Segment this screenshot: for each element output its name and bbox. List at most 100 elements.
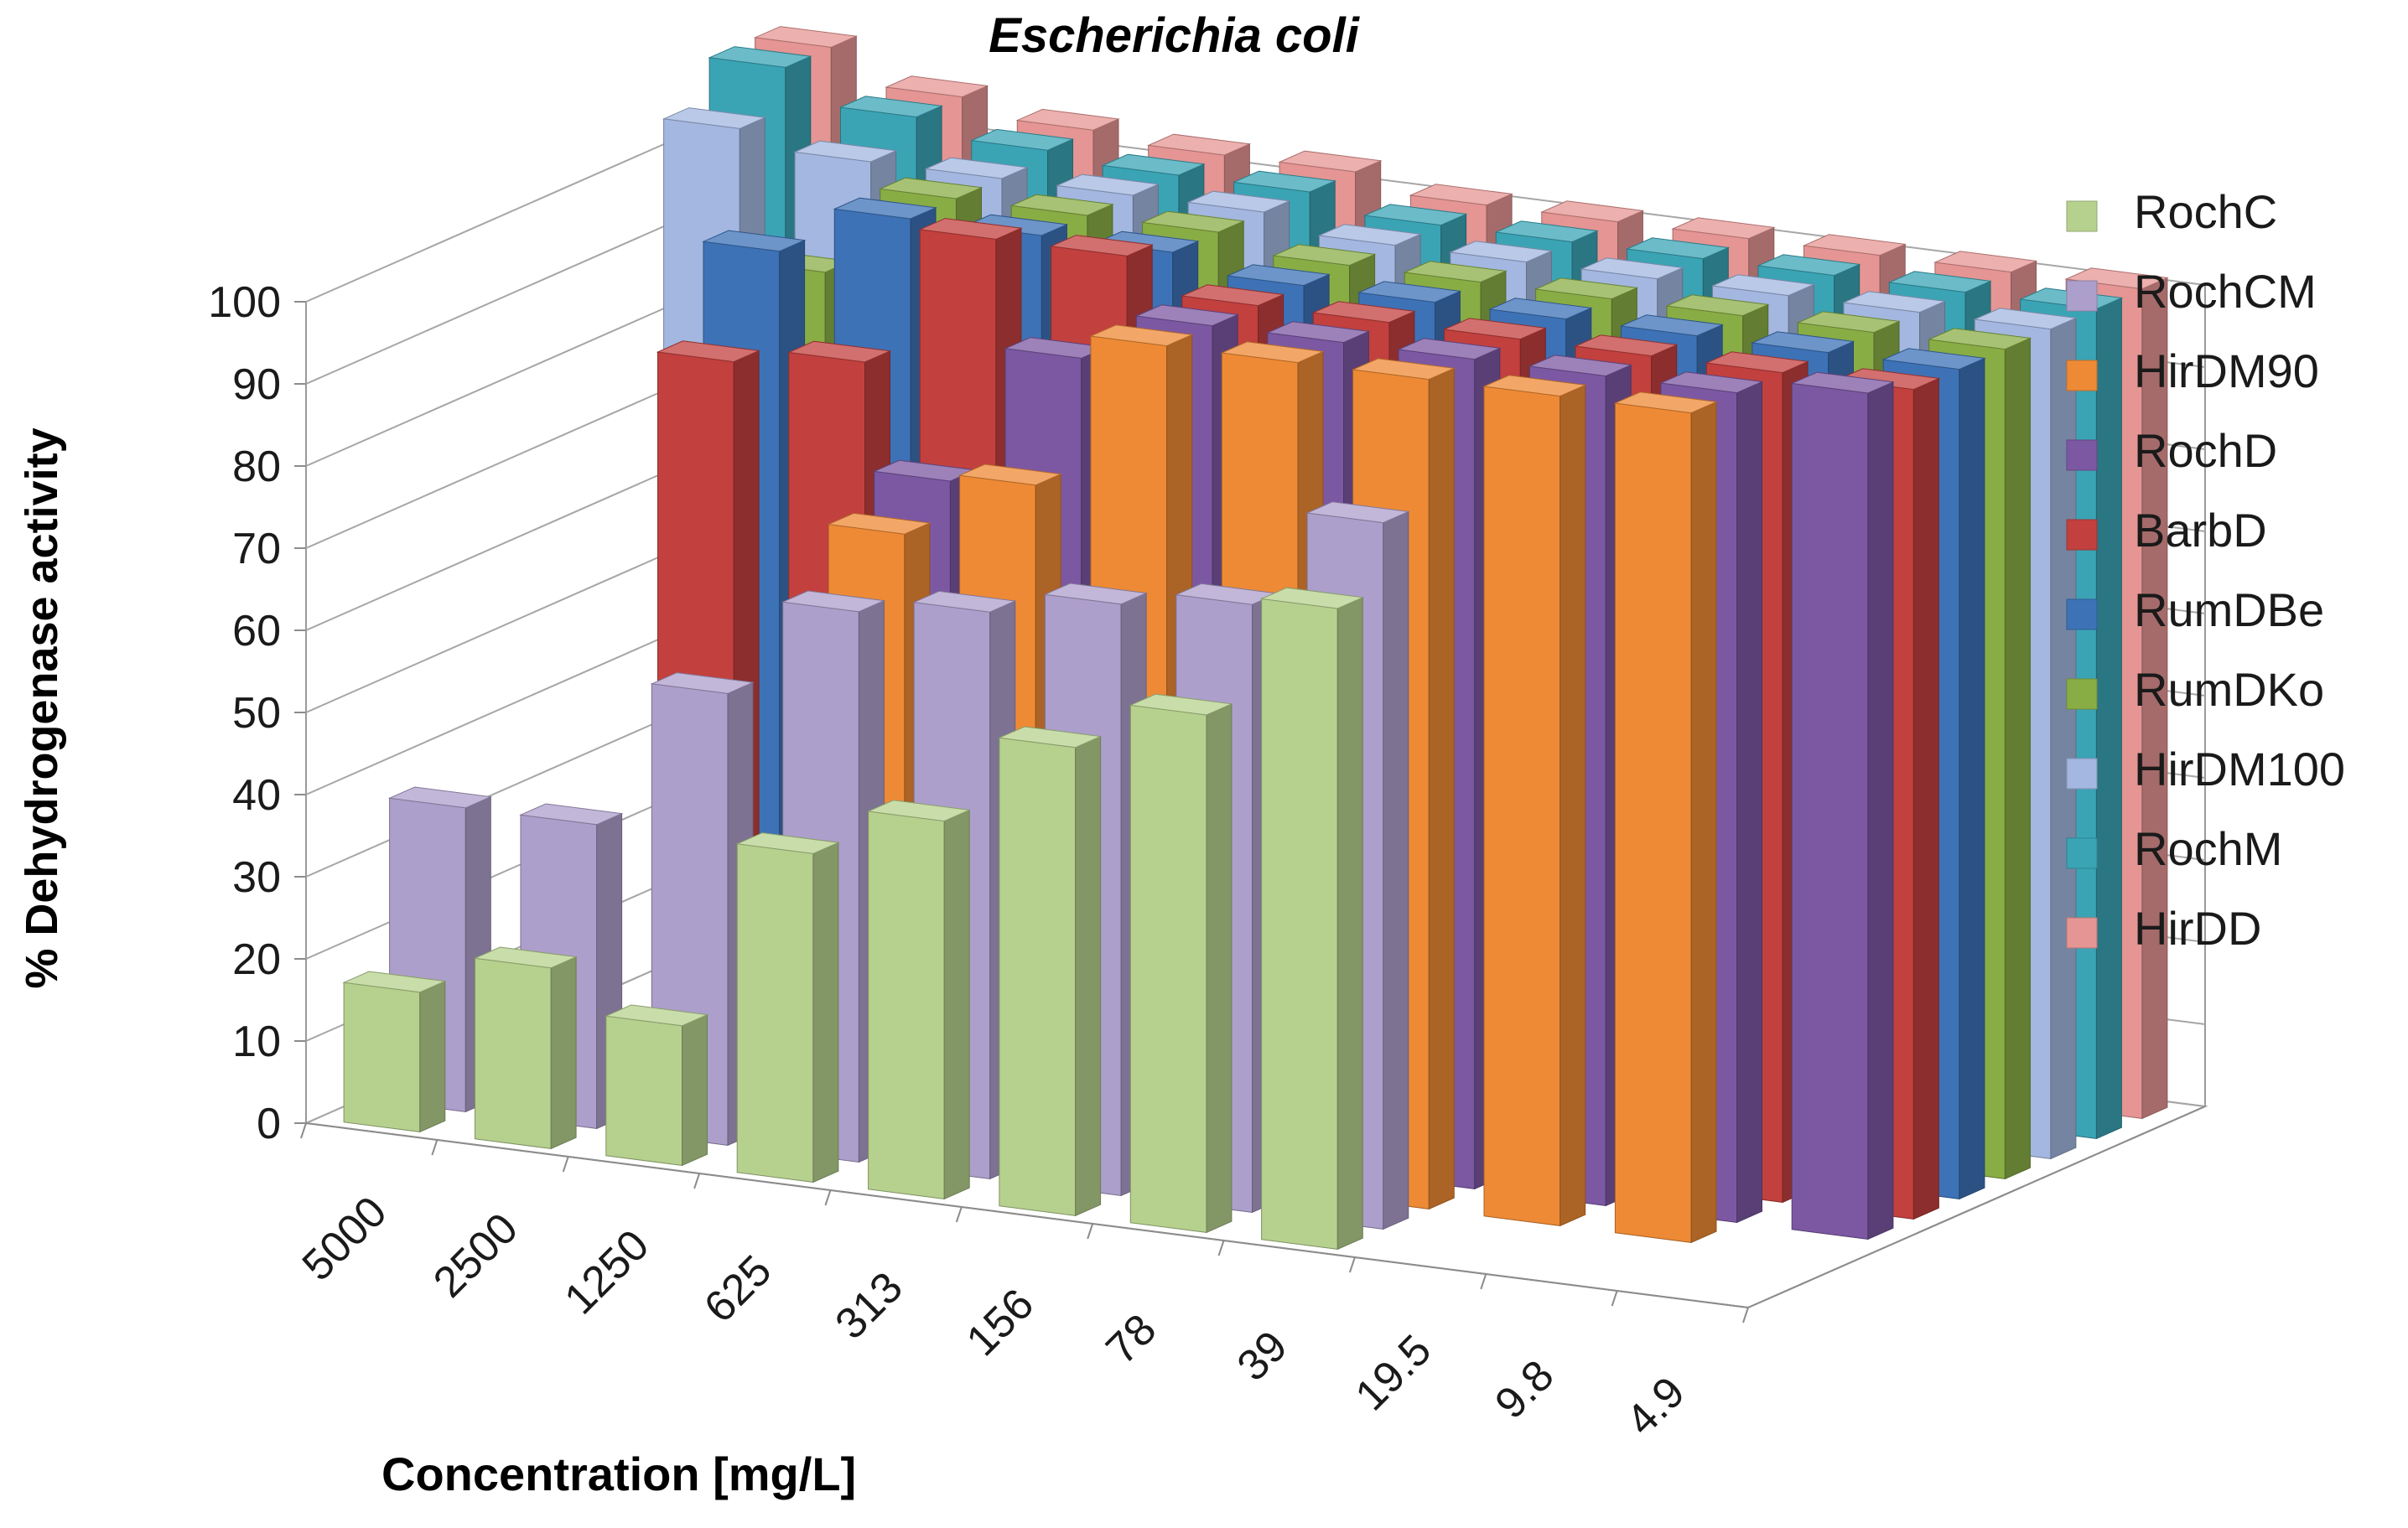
bar-top-face	[1055, 174, 1160, 196]
y-tick-label: 0	[257, 1100, 281, 1148]
bar-side-face	[1912, 377, 1939, 1220]
legend-item-HirDM90: HirDM90	[2066, 344, 2319, 397]
bar-top-face	[1796, 311, 1901, 334]
bar-top-face	[1015, 108, 1120, 131]
bar-top-face	[1671, 217, 1776, 240]
legend-swatch	[2066, 360, 2098, 391]
bar-RochC-5000	[342, 971, 447, 1133]
legend-item-RumDKo: RumDKo	[2066, 663, 2324, 716]
bar-top-face	[781, 590, 886, 613]
bar-top-face	[1619, 314, 1725, 337]
bar-top-face	[1351, 358, 1456, 381]
legend-swatch	[2066, 917, 2098, 949]
bar-top-face	[1357, 281, 1462, 303]
bar-top-face	[924, 157, 1029, 179]
bar-RochC-2500	[473, 946, 578, 1150]
legend-label: RochC	[2134, 185, 2277, 238]
bar-RochC-78	[1129, 693, 1233, 1234]
bar-top-face	[833, 197, 937, 220]
y-tick-label: 30	[232, 853, 281, 902]
bar-top-face	[735, 832, 840, 854]
bar-RochC-1250	[604, 1004, 709, 1167]
bar-top-face	[1101, 153, 1206, 176]
x-tick-label: 5000	[293, 1188, 397, 1291]
bar-top-face	[1265, 321, 1371, 344]
bar-side-face	[1736, 381, 1762, 1224]
legend-label: HirDM90	[2134, 344, 2319, 397]
legend-swatch	[2066, 678, 2098, 710]
legend-swatch	[2066, 758, 2098, 790]
x-tick-label: 19.5	[1347, 1326, 1441, 1421]
bar-side-face	[2004, 337, 2031, 1180]
bar-front-face	[1791, 382, 1869, 1240]
bar-top-face	[1539, 200, 1645, 223]
legend-label: BarbD	[2134, 504, 2267, 557]
bar-RochC-39	[1259, 587, 1365, 1251]
bar-top-face	[662, 107, 767, 129]
bar-side-face	[1690, 401, 1717, 1244]
x-axis-label: Concentration [mg/L]	[381, 1448, 856, 1500]
y-tick-label: 90	[232, 360, 281, 409]
bar-top-face	[1574, 334, 1679, 357]
bar-top-face	[1311, 301, 1416, 324]
bar-top-face	[878, 177, 983, 199]
bar-side-face	[812, 842, 839, 1184]
bar-front-face	[1261, 598, 1338, 1250]
bar-top-face	[2064, 267, 2169, 290]
bar-top-face	[1278, 150, 1383, 173]
legend-item-HirDM100: HirDM100	[2066, 743, 2345, 795]
bar-top-face	[1482, 375, 1587, 397]
bar-top-face	[1881, 348, 1986, 370]
bar-HirDM90-19.5	[1482, 375, 1587, 1227]
bar-top-face	[1181, 284, 1285, 307]
legend-swatch	[2066, 439, 2098, 471]
bar-RochC-313	[866, 800, 972, 1200]
legend-item-RochM: RochM	[2066, 822, 2282, 875]
bar-top-face	[656, 340, 760, 363]
bar-front-face	[1483, 386, 1561, 1226]
right-floor-edge	[1747, 1106, 2206, 1308]
bar-top-face	[650, 672, 755, 694]
bar-top-face	[1272, 244, 1377, 267]
bar-top-face	[1933, 251, 2038, 273]
legend-item-RumDBe: RumDBe	[2066, 583, 2324, 636]
bar-top-face	[1659, 371, 1764, 394]
bar-side-face	[682, 1013, 708, 1167]
bar-top-face	[1129, 693, 1233, 716]
x-tick	[431, 1139, 439, 1156]
bar-top-face	[1220, 341, 1325, 364]
bar-top-face	[827, 512, 932, 535]
y-tick-label: 80	[232, 443, 281, 491]
x-tick	[1480, 1273, 1487, 1290]
bar-top-face	[1043, 583, 1148, 605]
bar-top-face	[1009, 194, 1114, 216]
chart-title: Escherichia coli	[989, 8, 1361, 63]
bar-side-face	[943, 809, 970, 1200]
bar-top-face	[1363, 204, 1468, 226]
x-tick-label: 9.8	[1486, 1351, 1563, 1428]
legend-label: RochD	[2134, 424, 2277, 477]
legend-label: RumDBe	[2134, 583, 2324, 636]
bar-top-face	[342, 971, 447, 993]
y-tick-label: 50	[232, 689, 281, 738]
bar-top-face	[1710, 274, 1816, 297]
bar-top-face	[1705, 351, 1809, 374]
bar-top-face	[1665, 294, 1770, 317]
legend-item-RochD: RochD	[2066, 424, 2277, 477]
x-tick	[562, 1156, 569, 1173]
bar-top-face	[1927, 328, 2032, 350]
bar-side-face	[1075, 735, 1102, 1217]
bar-top-face	[969, 128, 1075, 151]
chart-axes	[294, 301, 2206, 1323]
bar-top-face	[1186, 190, 1291, 213]
legend-swatch	[2066, 837, 2098, 869]
legend-item-RochC: RochC	[2066, 185, 2277, 238]
bar-RochD-4.9	[1790, 371, 1895, 1241]
bar-top-face	[1887, 271, 1992, 293]
bar-top-face	[1403, 261, 1508, 283]
x-tick-label: 156	[957, 1280, 1043, 1365]
x-tick-label: 39	[1228, 1322, 1297, 1391]
bar-top-face	[912, 590, 1017, 613]
bar-top-face	[1049, 235, 1155, 256]
